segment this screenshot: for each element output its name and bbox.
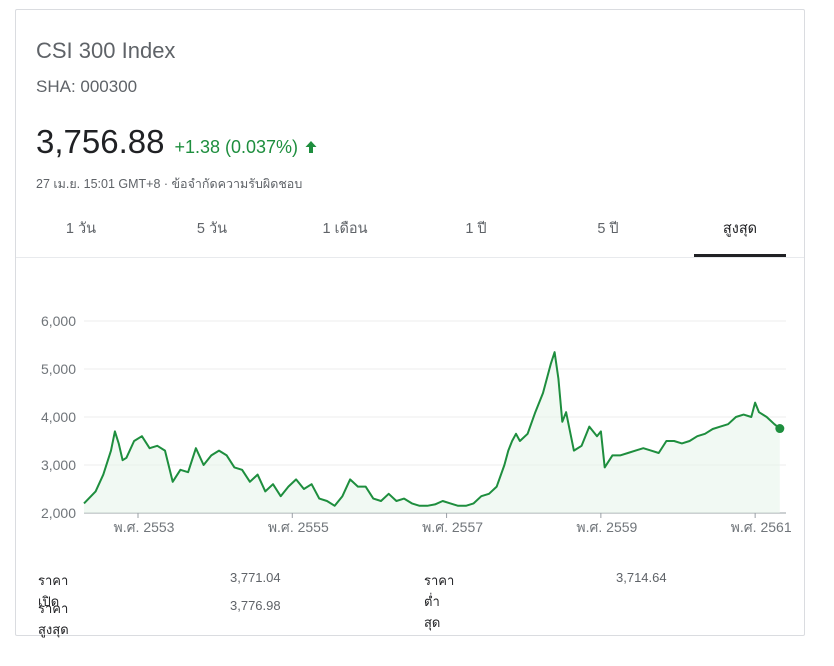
- y-tick-label: 3,000: [41, 457, 76, 473]
- x-tick-label: พ.ศ. 2553: [114, 519, 175, 535]
- ticker-symbol: SHA: 000300: [36, 77, 138, 96]
- tab-1-month[interactable]: 1 เดือน: [322, 221, 368, 237]
- timestamp-disclaimer[interactable]: 27 เม.ย. 15:01 GMT+8 · ข้อจำกัดความรับผิ…: [36, 177, 303, 191]
- y-tick-label: 2,000: [41, 505, 76, 521]
- open-value: 3,771.04: [230, 570, 281, 585]
- stock-card: CSI 300 Index SHA: 000300 3,756.88 +1.38…: [15, 9, 805, 637]
- index-title: CSI 300 Index: [36, 38, 176, 63]
- arrow-up-icon: [305, 141, 317, 153]
- price-change: +1.38 (0.037%): [174, 137, 299, 157]
- last-point-marker: [775, 424, 785, 434]
- x-tick-label: พ.ศ. 2559: [576, 519, 637, 535]
- current-price: 3,756.88: [36, 123, 165, 160]
- open-label: ราคาเปิด: [38, 573, 69, 609]
- high-value: 3,776.98: [230, 598, 281, 613]
- tab-5-years[interactable]: 5 ปี: [597, 221, 619, 237]
- low-label: ราคาต่ำสุด: [424, 573, 455, 630]
- y-tick-label: 5,000: [41, 361, 76, 377]
- tab-1-year[interactable]: 1 ปี: [465, 221, 487, 237]
- area-fill: [84, 352, 780, 513]
- x-tick-label: พ.ศ. 2557: [422, 519, 483, 535]
- y-tick-label: 4,000: [41, 409, 76, 425]
- low-value: 3,714.64: [616, 570, 667, 585]
- tab-max[interactable]: สูงสุด: [694, 210, 786, 257]
- range-tabs: 1 วัน 5 วัน 1 เดือน 1 ปี 5 ปี สูงสุด: [16, 210, 804, 258]
- price-chart[interactable]: 2,000 3,000 4,000 5,000 6,000 พ.ศ. 2553 พ.ศ. 2…: [16, 290, 804, 550]
- y-tick-label: 6,000: [41, 313, 76, 329]
- tab-5-days[interactable]: 5 วัน: [196, 221, 228, 237]
- x-tick-label: พ.ศ. 2555: [268, 519, 329, 535]
- x-tick-label: พ.ศ. 2561: [731, 519, 792, 535]
- tab-1-day[interactable]: 1 วัน: [65, 221, 97, 237]
- high-label: ราคาสูงสุด: [38, 601, 69, 637]
- price-row: 3,756.88 +1.38 (0.037%): [36, 123, 318, 161]
- series-line: [83, 351, 781, 507]
